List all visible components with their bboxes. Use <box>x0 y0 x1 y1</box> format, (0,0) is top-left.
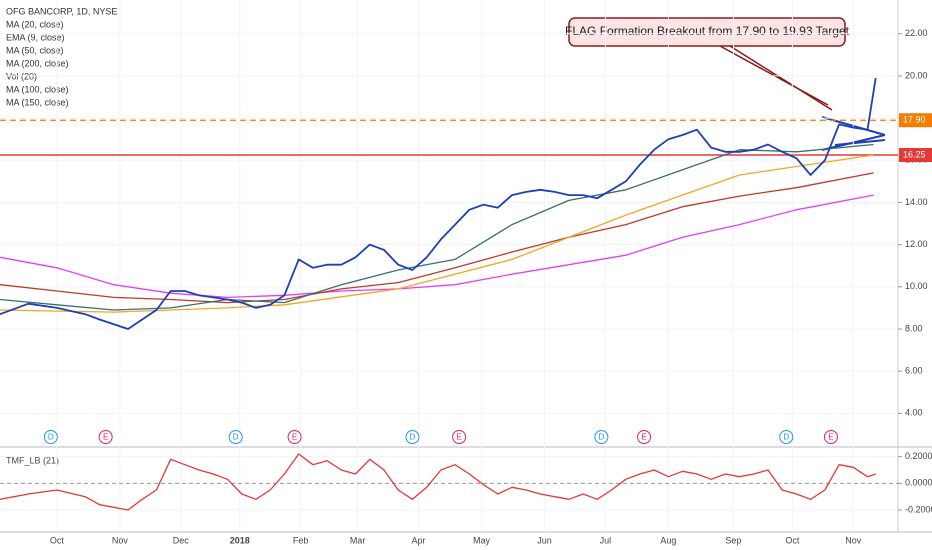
event-marker <box>637 430 652 444</box>
event-label: D <box>783 433 789 442</box>
event-label: E <box>103 433 108 442</box>
y-tick-label: -0.2000 <box>905 504 932 514</box>
y-tick-label: 0.0000 <box>905 478 932 488</box>
x-tick-label: Jul <box>600 535 612 545</box>
legend-entry: MA (200, close) <box>6 58 69 68</box>
event-marker <box>287 430 302 444</box>
x-tick-label: Apr <box>412 535 426 545</box>
ma-line <box>0 194 874 299</box>
y-tick-label: 8.00 <box>905 323 923 333</box>
y-tick-label: 12.00 <box>905 239 928 249</box>
event-label: E <box>292 433 297 442</box>
legend-entry: MA (50, close) <box>6 45 64 55</box>
ma-line <box>0 143 874 311</box>
event-marker <box>594 430 609 444</box>
level-label-box <box>899 148 932 163</box>
x-tick-label: Oct <box>785 535 800 545</box>
y-tick-label: 0.2000 <box>905 451 932 461</box>
chart-title: OFG BANCORP, 1D, NYSE <box>6 6 117 16</box>
x-tick-label: Feb <box>293 535 309 545</box>
ma-line <box>0 172 874 304</box>
event-marker <box>405 430 420 444</box>
y-tick-label: 10.00 <box>905 281 928 291</box>
event-label: D <box>48 433 54 442</box>
level-label: 16.25 <box>903 149 926 159</box>
x-tick-label: Nov <box>112 535 129 545</box>
event-marker <box>452 430 467 444</box>
event-label: D <box>598 433 604 442</box>
event-marker <box>43 430 58 444</box>
level-label-box <box>899 113 932 128</box>
legend-entry: MA (100, close) <box>6 84 69 94</box>
x-tick-label: Oct <box>50 535 65 545</box>
x-tick-label: 2018 <box>230 535 250 545</box>
legend-entry: EMA (9, close) <box>6 32 65 42</box>
event-marker <box>228 430 243 444</box>
ma-line <box>0 154 874 313</box>
x-tick-label: Nov <box>845 535 862 545</box>
event-label: E <box>828 433 833 442</box>
y-tick-label: 6.00 <box>905 366 923 376</box>
x-tick-label: Aug <box>660 535 676 545</box>
grid <box>0 0 898 530</box>
y-tick-label: 14.00 <box>905 197 928 207</box>
annotation: FLAG Formation Breakout from 17.90 to 19… <box>565 24 850 38</box>
legend-entry: MA (150, close) <box>6 97 69 107</box>
tmf-line <box>0 453 876 511</box>
level-label: 17.90 <box>903 115 926 125</box>
event-label: E <box>456 433 461 442</box>
x-tick-label: Jun <box>537 535 552 545</box>
pane-title: TMF_LB (21) <box>6 455 59 465</box>
y-tick-label: 4.00 <box>905 408 923 418</box>
event-marker <box>98 430 113 444</box>
x-tick-label: Dec <box>173 535 190 545</box>
event-label: D <box>410 433 416 442</box>
legend-entry: MA (20, close) <box>6 19 64 29</box>
event-marker <box>779 430 794 444</box>
y-tick-label: 22.00 <box>905 28 928 38</box>
event-label: D <box>233 433 239 442</box>
x-tick-label: Sep <box>725 535 741 545</box>
x-tick-label: Mar <box>350 535 366 545</box>
event-label: E <box>641 433 646 442</box>
x-tick-label: May <box>473 535 491 545</box>
callout-box <box>568 17 846 47</box>
y-tick-label: 20.00 <box>905 70 928 80</box>
event-marker <box>823 430 838 444</box>
price-line <box>0 77 877 330</box>
